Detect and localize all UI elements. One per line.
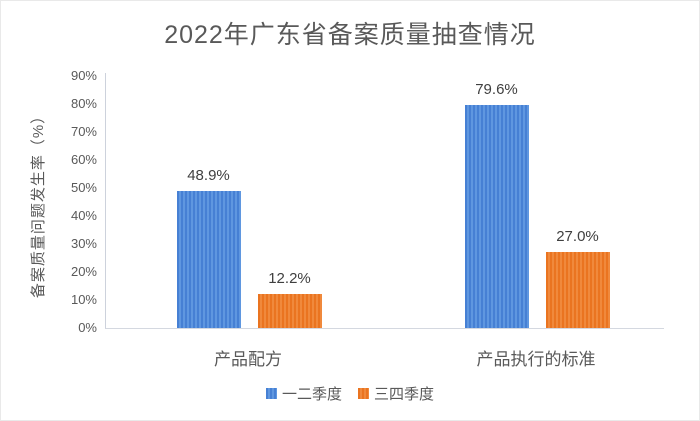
- bar-series0-cat1: [464, 105, 529, 328]
- y-tick-label: 50%: [70, 180, 97, 195]
- legend-label: 一二季度: [281, 386, 342, 403]
- legend-item-series1: 三四季度: [358, 383, 434, 404]
- data-label: 27.0%: [556, 228, 599, 246]
- y-tick-label: 20%: [70, 264, 97, 279]
- y-tick-label: 40%: [70, 208, 97, 223]
- y-tick-label: 0%: [78, 320, 97, 335]
- data-label: 48.9%: [187, 167, 230, 185]
- y-tick-label: 10%: [70, 292, 97, 307]
- y-axis-title: 备案质量问题发生率（%）: [30, 107, 47, 299]
- y-tick-label: 70%: [70, 124, 97, 139]
- legend-swatch-icon: [265, 388, 277, 399]
- bar-series1-cat1: [545, 252, 610, 328]
- legend: 一二季度 三四季度: [1, 383, 699, 404]
- x-category-label: 产品配方: [214, 350, 282, 369]
- chart-title: 2022年广东省备案质量抽查情况: [164, 21, 536, 49]
- y-tick-label: 80%: [70, 96, 97, 111]
- bar-series1-cat0: [257, 293, 322, 328]
- y-tick-label: 30%: [70, 236, 97, 251]
- data-label: 12.2%: [268, 269, 311, 287]
- x-category-label: 产品执行的标准: [476, 350, 596, 369]
- legend-item-series0: 一二季度: [265, 383, 342, 404]
- y-tick-label: 60%: [70, 152, 97, 167]
- data-label: 79.6%: [475, 81, 518, 99]
- y-tick-label: 90%: [70, 68, 97, 83]
- legend-label: 三四季度: [374, 386, 435, 403]
- legend-swatch-icon: [358, 388, 369, 399]
- plot-area: 48.9% 79.6% 12.2% 27.0%: [105, 73, 664, 329]
- bar-series0-cat0: [176, 191, 241, 328]
